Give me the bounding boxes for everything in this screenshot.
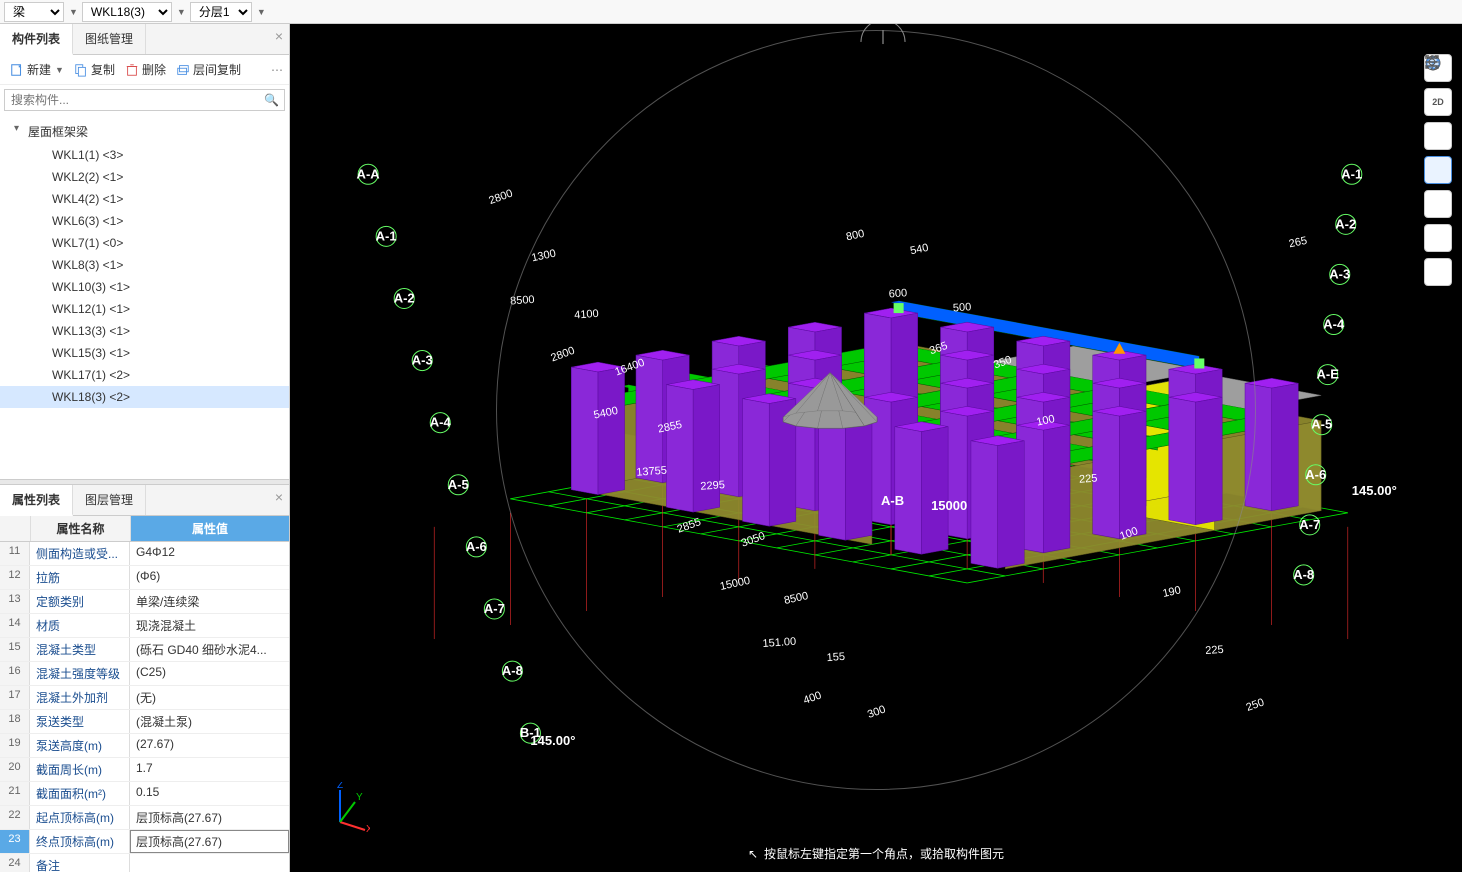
tree-item[interactable]: WKL1(1) <3> <box>0 144 289 166</box>
tab-drawing-manage[interactable]: 图纸管理 <box>73 24 146 54</box>
layer-select[interactable]: 分层1 <box>190 2 252 22</box>
svg-text:A-7: A-7 <box>1299 517 1320 532</box>
viewport-3d[interactable]: A-AA-1A-2A-3A-4A-5A-6A-7A-8B-1A-1A-2A-3A… <box>290 24 1462 872</box>
property-row[interactable]: 18泵送类型(混凝土泵) <box>0 710 289 734</box>
property-row[interactable]: 17混凝土外加剂(无) <box>0 686 289 710</box>
search-box: 🔍 <box>4 89 285 111</box>
property-row[interactable]: 22起点顶标高(m)层顶标高(27.67) <box>0 806 289 830</box>
search-input[interactable] <box>4 89 285 111</box>
axis-gizmo: Z X Y <box>320 782 370 832</box>
tree-item[interactable]: WKL17(1) <2> <box>0 364 289 386</box>
copy-button[interactable]: 复制 <box>70 59 119 80</box>
property-row[interactable]: 11侧面构造或受...G4Φ12 <box>0 542 289 566</box>
property-row[interactable]: 13定额类别单梁/连续梁 <box>0 590 289 614</box>
2d-icon[interactable]: 2D <box>1424 88 1452 116</box>
layer-copy-label: 层间复制 <box>193 61 241 78</box>
property-header: 属性名称 属性值 <box>0 516 289 542</box>
orbit-ring <box>496 30 1256 790</box>
settings-icon[interactable] <box>1424 224 1452 252</box>
copy-label: 复制 <box>91 61 115 78</box>
component-select[interactable]: WKL18(3) <box>82 2 172 22</box>
svg-text:A-8: A-8 <box>502 663 523 678</box>
property-row[interactable]: 23终点顶标高(m)层顶标高(27.67) <box>0 830 289 854</box>
svg-text:A-3: A-3 <box>412 353 433 368</box>
svg-text:Z: Z <box>337 782 343 791</box>
svg-text:A-1: A-1 <box>376 228 397 243</box>
list-icon[interactable] <box>1424 258 1452 286</box>
svg-text:A-4: A-4 <box>430 415 452 430</box>
tab-props[interactable]: 属性列表 <box>0 485 73 516</box>
svg-text:A-5: A-5 <box>448 477 469 492</box>
property-row[interactable]: 12拉筋(Φ6) <box>0 566 289 590</box>
property-row[interactable]: 19泵送高度(m)(27.67) <box>0 734 289 758</box>
view-tools: 2D <box>1424 54 1452 286</box>
header-value: 属性值 <box>130 516 289 541</box>
category-select[interactable]: 梁 <box>4 2 64 22</box>
svg-text:A-5: A-5 <box>1311 417 1332 432</box>
tree-item[interactable]: WKL13(3) <1> <box>0 320 289 342</box>
property-row[interactable]: 15混凝土类型(砾石 GD40 细砂水泥4... <box>0 638 289 662</box>
property-row[interactable]: 21截面面积(m²)0.15 <box>0 782 289 806</box>
property-body[interactable]: 11侧面构造或受...G4Φ1212拉筋(Φ6)13定额类别单梁/连续梁14材质… <box>0 542 289 872</box>
svg-text:A-2: A-2 <box>394 290 415 305</box>
tree-parent[interactable]: 屋面框架梁 <box>0 119 289 144</box>
tree-item[interactable]: WKL18(3) <2> <box>0 386 289 408</box>
top-toolbar: 梁 ▼ WKL18(3) ▼ 分层1 ▼ <box>0 0 1462 24</box>
props-tabs: 属性列表 图层管理 × <box>0 485 289 516</box>
tree-item[interactable]: WKL2(2) <1> <box>0 166 289 188</box>
tab-component-list[interactable]: 构件列表 <box>0 24 73 55</box>
new-icon <box>10 63 24 77</box>
tree-item[interactable]: WKL10(3) <1> <box>0 276 289 298</box>
tree-item[interactable]: WKL4(2) <1> <box>0 188 289 210</box>
layer-copy-button[interactable]: 层间复制 <box>172 59 245 80</box>
svg-text:A-3: A-3 <box>1329 266 1350 281</box>
svg-text:A-4: A-4 <box>1323 317 1345 332</box>
new-button[interactable]: 新建 ▼ <box>6 59 68 80</box>
property-table: 属性名称 属性值 11侧面构造或受...G4Φ1212拉筋(Φ6)13定额类别单… <box>0 516 289 872</box>
svg-text:A-7: A-7 <box>484 601 505 616</box>
svg-text:145.00°: 145.00° <box>1352 483 1397 498</box>
property-row[interactable]: 20截面周长(m)1.7 <box>0 758 289 782</box>
property-row[interactable]: 14材质现浇混凝土 <box>0 614 289 638</box>
svg-text:A-6: A-6 <box>1305 467 1326 482</box>
property-row[interactable]: 24备注 <box>0 854 289 872</box>
tree-item[interactable]: WKL8(3) <1> <box>0 254 289 276</box>
tab-layers[interactable]: 图层管理 <box>73 485 146 515</box>
svg-text:A-8: A-8 <box>1293 567 1314 582</box>
svg-text:X: X <box>366 824 370 832</box>
more-icon[interactable]: ⋯ <box>271 63 283 77</box>
delete-label: 删除 <box>142 61 166 78</box>
svg-text:145.00°: 145.00° <box>530 733 575 748</box>
header-name: 属性名称 <box>30 516 130 541</box>
status-bar: ↖按鼠标左键指定第一个角点，或拾取构件图元 <box>740 843 1012 864</box>
left-panel: 构件列表 图纸管理 × 新建 ▼ 复制 删除 层间复制 ⋯ <box>0 24 290 872</box>
svg-text:225: 225 <box>1205 644 1224 657</box>
tree-item[interactable]: WKL12(1) <1> <box>0 298 289 320</box>
property-row[interactable]: 16混凝土强度等级(C25) <box>0 662 289 686</box>
new-label: 新建 <box>27 61 51 78</box>
close-panel-icon[interactable]: × <box>275 28 283 44</box>
component-tree[interactable]: 屋面框架梁 WKL1(1) <3>WKL2(2) <1>WKL4(2) <1>W… <box>0 115 289 479</box>
component-mini-toolbar: 新建 ▼ 复制 删除 层间复制 ⋯ <box>0 55 289 85</box>
component-tabs: 构件列表 图纸管理 × <box>0 24 289 55</box>
tree-item[interactable]: WKL6(3) <1> <box>0 210 289 232</box>
tree-item[interactable]: WKL15(3) <1> <box>0 342 289 364</box>
close-props-icon[interactable]: × <box>275 489 283 505</box>
delete-button[interactable]: 删除 <box>121 59 170 80</box>
shaded-icon[interactable] <box>1424 156 1452 184</box>
svg-text:A-E: A-E <box>1317 367 1340 382</box>
svg-text:A-A: A-A <box>357 166 381 181</box>
delete-icon <box>125 63 139 77</box>
main-area: 构件列表 图纸管理 × 新建 ▼ 复制 删除 层间复制 ⋯ <box>0 24 1462 872</box>
svg-text:A-2: A-2 <box>1335 216 1356 231</box>
layer-copy-icon <box>176 63 190 77</box>
copy-icon <box>74 63 88 77</box>
svg-text:Y: Y <box>356 792 363 803</box>
tree-item[interactable]: WKL7(1) <0> <box>0 232 289 254</box>
svg-text:A-6: A-6 <box>466 539 487 554</box>
wireframe-icon[interactable] <box>1424 122 1452 150</box>
svg-text:A-1: A-1 <box>1341 166 1362 181</box>
fullscreen-icon[interactable] <box>1424 190 1452 218</box>
search-icon: 🔍 <box>264 93 279 107</box>
